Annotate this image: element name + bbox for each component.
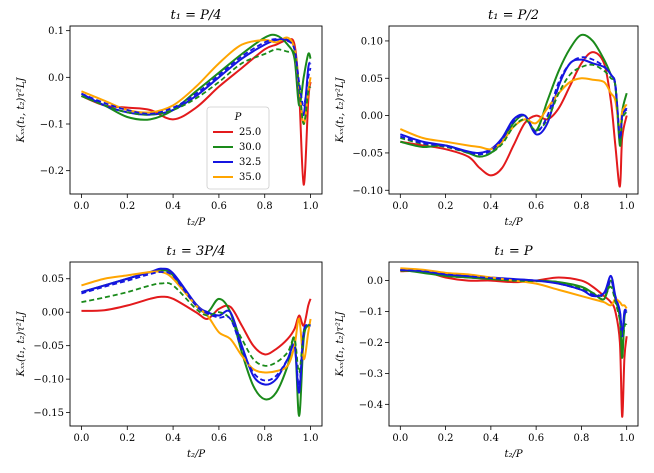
x-tick-label: 0.8 bbox=[257, 201, 273, 212]
series-line-dashed-5 bbox=[400, 269, 628, 331]
legend-label: 35.0 bbox=[239, 172, 261, 183]
panel-title: t₁ = 3P/4 bbox=[166, 244, 225, 259]
x-tick-label: 0.6 bbox=[211, 201, 227, 212]
panel-2: 0.0 0.2 0.4 0.6 0.8 1.0 −0.10 −0.05 0.00 0.05 0.10… bbox=[335, 8, 639, 228]
legend-title: P bbox=[234, 112, 242, 123]
panel-title: t₁ = P bbox=[494, 244, 533, 259]
series-group bbox=[81, 267, 312, 417]
x-tick-label: 0.6 bbox=[528, 201, 544, 212]
axes-frame bbox=[69, 25, 323, 195]
series-line-25-0 bbox=[81, 295, 312, 356]
series-line-25-0 bbox=[400, 269, 628, 418]
y-tick-label: −0.15 bbox=[33, 408, 64, 419]
x-axis-label: t₂/P bbox=[504, 449, 522, 460]
x-tick-label: 1.0 bbox=[303, 433, 319, 444]
series-line-dashed-5 bbox=[81, 38, 312, 115]
series-line-dashed-5 bbox=[81, 271, 311, 387]
x-tick-label: 0.0 bbox=[392, 201, 408, 212]
y-tick-label: −0.4 bbox=[359, 400, 383, 411]
x-tick-label: 1.0 bbox=[619, 201, 635, 212]
x-tick-label: 0.2 bbox=[119, 201, 135, 212]
panel-title: t₁ = P/4 bbox=[171, 8, 222, 23]
legend-label: 32.5 bbox=[239, 157, 261, 168]
y-axis-label: Kₓₓ(t₁, t₂)τ²LJ bbox=[16, 311, 27, 378]
series-line-dashed-4 bbox=[400, 63, 628, 158]
y-tick-label: −0.10 bbox=[33, 375, 64, 386]
y-tick-label: −0.3 bbox=[359, 369, 383, 380]
x-tick-label: 0.2 bbox=[438, 433, 454, 444]
legend: P 25.0 30.0 32.5 35.0 bbox=[206, 106, 270, 190]
panel-3: 0.0 0.2 0.4 0.6 0.8 1.0 −0.15 −0.10 −0.05 0.00 0.0… bbox=[16, 244, 323, 460]
x-tick-label: 0.0 bbox=[74, 201, 90, 212]
series-line-25-0 bbox=[400, 51, 628, 188]
y-axis-label: Kₓₓ(t₁, t₂)τ²LJ bbox=[335, 311, 346, 378]
x-tick-label: 0.4 bbox=[483, 433, 499, 444]
series-group bbox=[80, 33, 312, 186]
series-line-32-5 bbox=[80, 38, 312, 117]
y-tick-label: −0.05 bbox=[352, 148, 383, 159]
y-tick-label: −0.10 bbox=[352, 186, 383, 197]
x-tick-label: 0.4 bbox=[165, 433, 181, 444]
series-line-32-5 bbox=[400, 58, 628, 155]
x-tick-label: 0.2 bbox=[119, 433, 135, 444]
x-tick-label: 0.8 bbox=[257, 433, 273, 444]
legend-label: 25.0 bbox=[239, 127, 261, 138]
x-tick-label: 0.4 bbox=[483, 201, 499, 212]
y-axis-label: Kₓₓ(t₁, t₂)τ²LJ bbox=[335, 77, 346, 144]
y-tick-label: 0.0 bbox=[367, 276, 383, 287]
series-group bbox=[400, 267, 628, 418]
x-tick-label: 0.4 bbox=[165, 201, 181, 212]
y-tick-label: −0.1 bbox=[359, 307, 383, 318]
x-tick-label: 1.0 bbox=[303, 201, 319, 212]
y-tick-label: 0.1 bbox=[48, 26, 64, 37]
series-line-32-5 bbox=[81, 267, 311, 394]
x-axis-label: t₂/P bbox=[504, 217, 522, 228]
axes-frame bbox=[69, 261, 323, 427]
y-tick-label: −0.1 bbox=[40, 120, 64, 131]
series-line-35-0 bbox=[81, 270, 312, 374]
legend-box bbox=[206, 106, 270, 190]
x-tick-label: 0.8 bbox=[573, 433, 589, 444]
x-tick-label: 0.2 bbox=[438, 201, 454, 212]
y-axis-label: Kₓₓ(t₁, t₂)τ²LJ bbox=[16, 77, 27, 144]
series-line-dashed-4 bbox=[81, 281, 311, 374]
panel-1: 0.0 0.2 0.4 0.6 0.8 1.0 −0.2 −0.1 0.0 0.1 t₁ = P/4… bbox=[16, 8, 323, 228]
x-axis-label: t₂/P bbox=[187, 217, 205, 228]
series-line-25-0 bbox=[81, 38, 312, 186]
y-tick-label: −0.05 bbox=[33, 341, 64, 352]
y-tick-label: −0.2 bbox=[40, 166, 64, 177]
y-tick-label: 0.0 bbox=[48, 73, 64, 84]
y-tick-label: 0.05 bbox=[361, 74, 383, 85]
panel-4: 0.0 0.2 0.4 0.6 0.8 1.0 −0.4 −0.3 −0.2 −0.1 0.0 t₁ … bbox=[335, 244, 639, 460]
x-tick-label: 0.0 bbox=[392, 433, 408, 444]
axes-frame bbox=[388, 261, 639, 427]
series-line-35-0 bbox=[400, 267, 628, 310]
panel-title: t₁ = P/2 bbox=[488, 8, 539, 23]
x-axis-label: t₂/P bbox=[187, 449, 205, 460]
series-line-dashed-4 bbox=[81, 48, 312, 125]
legend-label: 30.0 bbox=[239, 142, 261, 153]
series-line-dashed-5 bbox=[400, 56, 628, 156]
x-tick-label: 0.8 bbox=[573, 201, 589, 212]
x-tick-label: 0.0 bbox=[74, 433, 90, 444]
series-line-32-5 bbox=[400, 268, 628, 338]
x-tick-label: 0.6 bbox=[528, 433, 544, 444]
series-line-35-0 bbox=[399, 77, 628, 151]
series-line-30-0 bbox=[81, 268, 312, 417]
y-tick-label: −0.2 bbox=[359, 338, 383, 349]
y-tick-label: 0.00 bbox=[42, 308, 64, 319]
x-tick-label: 0.6 bbox=[211, 433, 227, 444]
axes-frame bbox=[388, 25, 639, 195]
y-tick-label: 0.10 bbox=[361, 36, 383, 47]
series-group bbox=[399, 33, 628, 188]
y-tick-label: 0.00 bbox=[361, 111, 383, 122]
x-tick-label: 1.0 bbox=[619, 433, 635, 444]
y-tick-label: 0.05 bbox=[42, 274, 64, 285]
